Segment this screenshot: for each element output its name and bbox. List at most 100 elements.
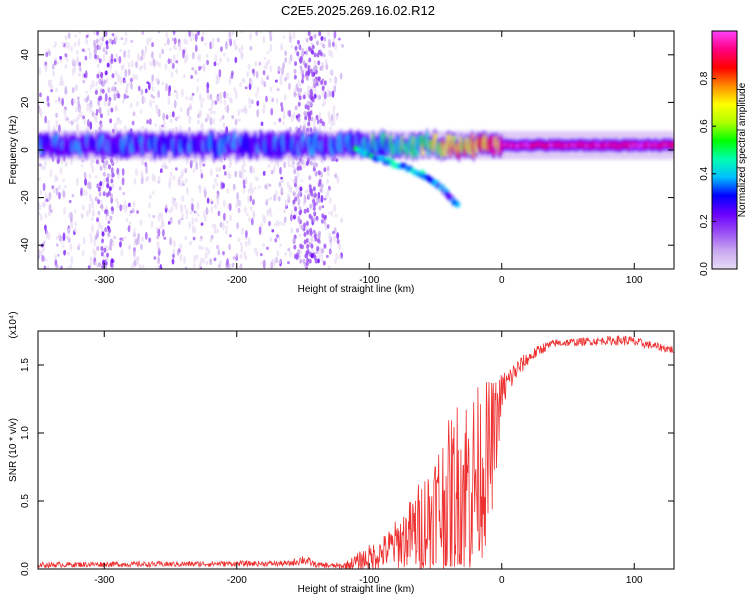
- noise-speck: [169, 216, 173, 224]
- noise-speck: [47, 194, 50, 200]
- noise-speck: [215, 182, 219, 187]
- noise-streak: [309, 35, 313, 41]
- noise-speck: [50, 209, 53, 213]
- spectrogram-ylabel: Frequency (Hz): [8, 116, 19, 185]
- noise-speck: [254, 248, 258, 255]
- noise-speck: [93, 251, 97, 257]
- noise-speck: [107, 220, 111, 224]
- noise-speck: [291, 158, 295, 163]
- noise-speck: [104, 31, 108, 37]
- noise-speck: [262, 214, 266, 223]
- noise-speck: [172, 31, 176, 36]
- noise-speck: [276, 160, 280, 168]
- noise-speck: [277, 65, 281, 72]
- noise-speck: [155, 104, 158, 110]
- noise-speck: [195, 254, 199, 260]
- noise-streak: [307, 31, 311, 37]
- noise-speck: [236, 222, 240, 230]
- noise-speck: [85, 90, 89, 95]
- noise-speck: [49, 79, 53, 83]
- noise-speck: [90, 217, 94, 222]
- noise-speck: [223, 171, 227, 176]
- noise-streak: [110, 258, 114, 264]
- noise-speck: [55, 243, 59, 247]
- noise-speck: [256, 100, 260, 107]
- noise-speck: [78, 61, 82, 67]
- noise-speck: [318, 246, 322, 255]
- noise-speck: [191, 203, 194, 212]
- noise-speck: [276, 88, 280, 92]
- spectrogram-x-tick-label: 0: [499, 275, 505, 286]
- noise-speck: [60, 75, 63, 83]
- noise-streak: [296, 51, 300, 57]
- noise-speck: [58, 124, 61, 133]
- noise-speck: [175, 201, 178, 211]
- noise-speck: [82, 79, 86, 84]
- noise-speck: [231, 115, 235, 119]
- colorbar-ticks: 0.0 0.2 0.4 0.6 0.8: [699, 71, 716, 276]
- noise-speck: [168, 47, 172, 52]
- noise-speck: [38, 177, 42, 182]
- noise-speck: [169, 114, 173, 118]
- noise-streak: [110, 107, 114, 113]
- spectrogram-x-tick-label: -200: [227, 275, 247, 286]
- noise-streak: [295, 255, 299, 261]
- noise-speck: [169, 236, 172, 246]
- noise-speck: [120, 37, 124, 41]
- noise-speck: [44, 115, 48, 124]
- noise-speck: [140, 170, 144, 177]
- noise-speck: [63, 249, 66, 256]
- noise-speck: [246, 71, 249, 78]
- noise-speck: [123, 200, 127, 205]
- noise-speck: [249, 195, 253, 202]
- noise-speck: [148, 237, 152, 243]
- noise-streak: [305, 250, 309, 256]
- noise-speck: [172, 253, 175, 259]
- spectrogram-y-tick-label: 0: [20, 147, 31, 153]
- noise-speck: [219, 222, 223, 228]
- noise-streak: [94, 46, 98, 52]
- noise-speck: [216, 76, 220, 84]
- noise-speck: [260, 121, 264, 127]
- noise-speck: [231, 31, 235, 36]
- noise-streak: [107, 164, 111, 170]
- noise-streak: [309, 101, 313, 107]
- noise-speck: [119, 76, 123, 85]
- noise-streak: [310, 243, 314, 249]
- noise-speck: [324, 222, 328, 231]
- noise-speck: [213, 257, 217, 262]
- snr-y-tick-label: 0.5: [20, 494, 31, 508]
- noise-speck: [202, 257, 206, 264]
- noise-speck: [277, 196, 281, 202]
- noise-speck: [175, 68, 179, 75]
- noise-speck: [123, 93, 127, 100]
- noise-speck: [66, 234, 70, 241]
- noise-speck: [132, 200, 136, 208]
- noise-speck: [290, 44, 294, 49]
- noise-speck: [216, 244, 219, 250]
- noise-speck: [60, 265, 63, 269]
- noise-speck: [204, 118, 208, 123]
- noise-speck: [200, 101, 203, 109]
- noise-speck: [185, 96, 189, 101]
- noise-speck: [146, 119, 150, 125]
- noise-streak: [316, 258, 320, 264]
- noise-speck: [274, 79, 278, 83]
- noise-speck: [45, 51, 49, 58]
- snr-ylabel: SNR (10 * v/v): [8, 418, 19, 482]
- noise-streak: [110, 58, 114, 64]
- noise-speck: [150, 51, 154, 59]
- noise-speck: [331, 41, 335, 48]
- noise-speck: [58, 184, 62, 191]
- noise-speck: [221, 115, 225, 120]
- noise-speck: [172, 175, 176, 181]
- noise-speck: [272, 163, 276, 173]
- noise-speck: [46, 95, 50, 103]
- noise-speck: [212, 118, 216, 125]
- noise-speck: [287, 160, 291, 165]
- noise-speck: [327, 211, 331, 215]
- noise-speck: [115, 70, 118, 77]
- noise-speck: [213, 61, 217, 67]
- noise-speck: [241, 164, 244, 173]
- noise-speck: [186, 107, 190, 117]
